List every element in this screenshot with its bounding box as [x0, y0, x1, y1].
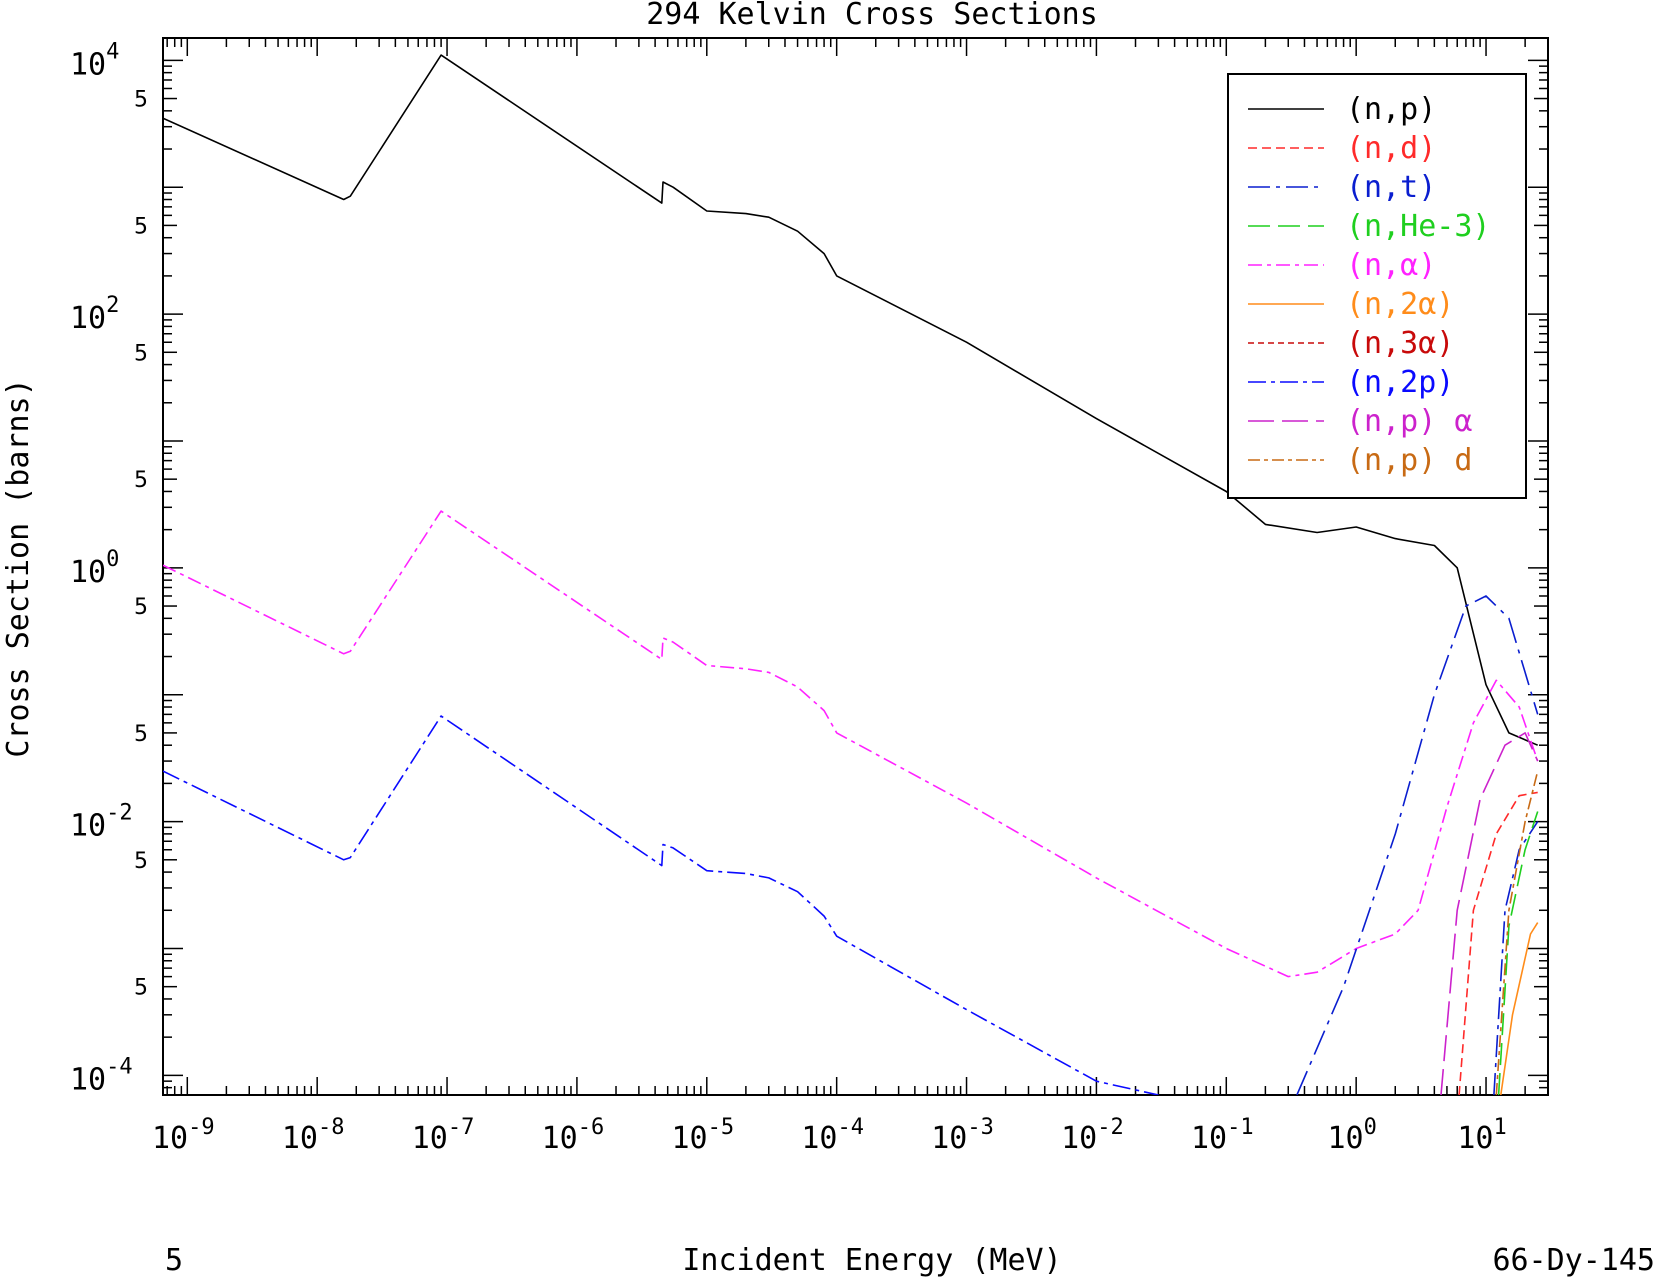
y-axis-label: Cross Section (barns): [1, 378, 36, 757]
x-tick-label: 10-1: [1191, 1115, 1254, 1156]
series-line-5: [1500, 922, 1539, 1095]
legend-label-2: (n,t): [1346, 170, 1436, 205]
x-tick-label: 10-2: [1061, 1115, 1124, 1156]
legend-label-5: (n,2α): [1346, 287, 1454, 322]
chart-title: 294 Kelvin Cross Sections: [646, 0, 1098, 32]
axes-frame: [162, 37, 1549, 1096]
y-minor-tick-label: 5: [134, 849, 148, 874]
legend-label-6: (n,3α): [1346, 326, 1454, 361]
x-tick-label: 10-8: [282, 1115, 345, 1156]
y-minor-tick-label: 5: [134, 88, 148, 113]
legend: (n,p) (n,d) (n,t) (n,He-3) (n,α) (n,2α) (n,3α)…: [1227, 73, 1527, 499]
legend-label-3: (n,He-3): [1346, 209, 1491, 244]
legend-box: [1227, 73, 1527, 499]
y-minor-tick-label: 5: [134, 468, 148, 493]
x-axis-label: Incident Energy (MeV): [682, 1243, 1061, 1278]
series-line-4: [163, 510, 1539, 978]
x-tick-label: 10-5: [671, 1115, 734, 1156]
series-line-11: [1440, 732, 1539, 1095]
series-line-2: [1493, 821, 1539, 1095]
y-tick-label: 10-4: [70, 1054, 133, 1097]
series-line-0: [163, 54, 1539, 746]
y-minor-tick-label: 5: [134, 214, 148, 239]
x-tick-label: 100: [1327, 1115, 1376, 1156]
series-line-1: [1458, 791, 1538, 1095]
y-tick-label: 100: [70, 547, 119, 590]
legend-label-4: (n,α): [1346, 248, 1436, 283]
legend-label-8: (n,p) α: [1346, 404, 1472, 439]
footer-right: 66-Dy-145: [1492, 1243, 1655, 1278]
legend-label-1: (n,d): [1346, 131, 1436, 166]
x-tick-label: 101: [1457, 1115, 1506, 1156]
legend-label-9: (n,p) d: [1346, 443, 1472, 478]
y-tick-label: 10-2: [70, 801, 133, 844]
y-axis-ticks: 104 102 100 10-2 10-4 5 5 5 5 5 5 5 5: [70, 39, 1548, 1097]
legend-label-7: (n,2p): [1346, 365, 1454, 400]
x-tick-label: 10-3: [931, 1115, 994, 1156]
series-line-10: [1296, 595, 1539, 1095]
series-line-7: [163, 715, 1159, 1095]
y-tick-label: 102: [70, 293, 119, 336]
x-tick-label: 10-6: [542, 1115, 605, 1156]
x-tick-label: 10-7: [412, 1115, 475, 1156]
x-tick-label: 10-4: [801, 1115, 864, 1156]
legend-label-0: (n,p): [1346, 92, 1436, 127]
y-minor-tick-label: 5: [134, 976, 148, 1001]
x-tick-label: 10-9: [152, 1115, 215, 1156]
series-group: [163, 54, 1539, 1095]
x-axis-ticks: 10-9 10-8 10-7 10-6 10-5 10-4 10-3 10-2 10-1 100 1…: [152, 38, 1549, 1156]
footer-left: 5: [165, 1243, 183, 1278]
y-minor-tick-label: 5: [134, 595, 148, 620]
y-minor-tick-label: 5: [134, 722, 148, 747]
y-tick-label: 104: [70, 39, 119, 82]
y-minor-tick-label: 5: [134, 341, 148, 366]
plot-frame: [162, 37, 1549, 1096]
